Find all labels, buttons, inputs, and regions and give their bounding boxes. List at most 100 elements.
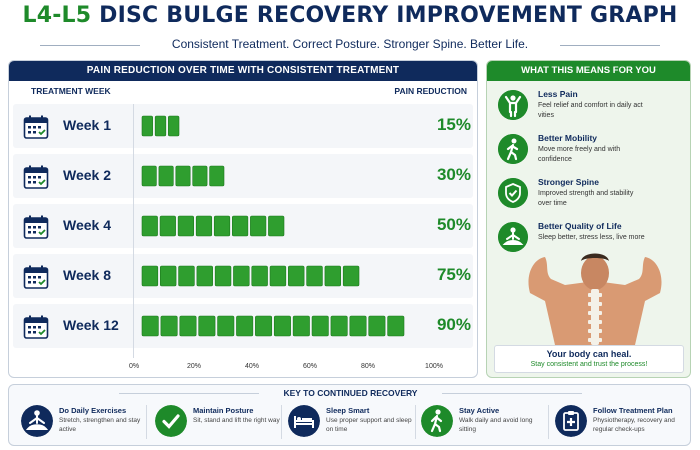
benefit-item-quality: Better Quality of Life Sleep better, str… bbox=[495, 218, 685, 262]
benefit-desc: Feel relief and comfort in daily act vit… bbox=[538, 102, 643, 119]
bar-segment bbox=[330, 315, 348, 337]
key-item-title: Maintain Posture bbox=[193, 406, 254, 415]
key-item-title: Follow Treatment Plan bbox=[593, 406, 673, 415]
chart-panel: PAIN REDUCTION OVER TIME WITH CONSISTENT… bbox=[8, 60, 478, 378]
calendar-icon bbox=[23, 115, 49, 139]
bar bbox=[141, 265, 360, 287]
heal-subtitle: Stay consistent and trust the process! bbox=[530, 361, 648, 368]
category-label: Week 2 bbox=[63, 167, 111, 183]
bar-segment bbox=[168, 115, 180, 137]
bar-segment bbox=[141, 215, 158, 237]
bar-segment bbox=[268, 215, 285, 237]
key-rule-right bbox=[442, 393, 582, 394]
category-label: Week 4 bbox=[63, 217, 111, 233]
x-tick-label: 80% bbox=[360, 363, 376, 370]
bar-segment bbox=[250, 215, 267, 237]
key-divider bbox=[146, 405, 147, 439]
data-label: 30% bbox=[436, 165, 471, 184]
walking-person-icon bbox=[498, 134, 528, 164]
bar-segment bbox=[306, 265, 323, 287]
x-tick-label: 0% bbox=[128, 363, 140, 370]
subtitle: Consistent Treatment. Correct Posture. S… bbox=[171, 37, 529, 51]
bar-segment bbox=[368, 315, 386, 337]
bar bbox=[141, 115, 180, 137]
category-label: Week 8 bbox=[63, 267, 111, 283]
benefit-item-less-pain: Less Pain Feel relief and comfort in dai… bbox=[495, 86, 685, 130]
data-label: 90% bbox=[436, 315, 471, 334]
bar-segment bbox=[232, 215, 249, 237]
bed-icon bbox=[288, 405, 320, 437]
flexing-back-figure bbox=[528, 253, 662, 345]
bar-segment bbox=[179, 315, 197, 337]
bar-segment bbox=[342, 265, 360, 287]
page-title: L4-L5 DISC BULGE RECOVERY IMPROVEMENT GR… bbox=[0, 3, 700, 28]
walking-person-icon bbox=[421, 405, 453, 437]
meditation-icon bbox=[498, 222, 528, 252]
bar-segment bbox=[141, 115, 153, 137]
key-item-posture: Maintain Posture Sit, stand and lift the… bbox=[149, 401, 280, 443]
data-label: 50% bbox=[436, 215, 471, 234]
bar bbox=[141, 165, 225, 187]
bar-segment bbox=[251, 265, 268, 287]
key-divider bbox=[281, 405, 282, 439]
calendar-icon bbox=[23, 315, 49, 339]
bar-segment bbox=[324, 265, 342, 287]
bar-segment bbox=[292, 315, 310, 337]
bar-segment bbox=[214, 265, 232, 287]
shield-check-icon bbox=[498, 178, 528, 208]
key-title: KEY TO CONTINUED RECOVERY bbox=[283, 388, 418, 398]
bar-segment bbox=[159, 215, 176, 237]
meditation-icon bbox=[21, 405, 53, 437]
bar-segment bbox=[209, 165, 225, 187]
benefit-desc: Sleep better, stress less, live more bbox=[538, 234, 645, 241]
x-tick-label: 20% bbox=[186, 363, 202, 370]
person-arms-up-icon bbox=[498, 90, 528, 120]
bar-segment bbox=[387, 315, 405, 337]
chart-row: Week 1 15% bbox=[13, 104, 473, 148]
bar-segment bbox=[177, 215, 194, 237]
y-axis-label: TREATMENT WEEK bbox=[31, 86, 111, 96]
benefits-title: WHAT THIS MEANS FOR YOU bbox=[487, 61, 690, 81]
calendar-icon bbox=[23, 215, 49, 239]
key-item-desc: Walk daily and avoid long sitting bbox=[459, 417, 533, 433]
bar-segment bbox=[311, 315, 329, 337]
bar-segment bbox=[273, 315, 291, 337]
bar-segment bbox=[217, 315, 235, 337]
bar-segment bbox=[213, 215, 231, 237]
bar-segment bbox=[198, 315, 216, 337]
category-label: Week 12 bbox=[63, 317, 119, 333]
benefit-desc: Improved strength and stability over tim… bbox=[538, 190, 634, 207]
benefit-title: Less Pain bbox=[538, 89, 578, 99]
bar-plot-area bbox=[141, 115, 405, 337]
benefit-item-mobility: Better Mobility Move more freely and wit… bbox=[495, 130, 685, 174]
title-highlight: L4-L5 bbox=[22, 3, 92, 28]
bar-segment bbox=[349, 315, 367, 337]
x-tick-label: 40% bbox=[244, 363, 260, 370]
heal-message-box: Your body can heal. Stay consistent and … bbox=[494, 345, 684, 373]
calendar-icon bbox=[23, 165, 49, 189]
x-tick-label: 100% bbox=[425, 363, 443, 370]
bar-segment bbox=[141, 265, 159, 287]
key-item-active: Stay Active Walk daily and avoid long si… bbox=[415, 401, 545, 443]
heal-title: Your body can heal. bbox=[546, 349, 632, 359]
chart-title: PAIN REDUCTION OVER TIME WITH CONSISTENT… bbox=[9, 61, 477, 81]
bar-segment bbox=[288, 265, 305, 287]
subtitle-rule-right bbox=[560, 45, 660, 46]
subtitle-rule-left bbox=[40, 45, 140, 46]
bar-segment bbox=[195, 215, 213, 237]
key-divider bbox=[548, 405, 549, 439]
benefit-item-spine: Stronger Spine Improved strength and sta… bbox=[495, 174, 685, 218]
category-label: Week 1 bbox=[63, 117, 111, 133]
key-item-desc: Stretch, strengthen and stay active bbox=[59, 417, 141, 433]
bar-segment bbox=[158, 165, 174, 187]
bar-segment bbox=[175, 165, 191, 187]
bar-segment bbox=[269, 265, 287, 287]
key-rule-left bbox=[119, 393, 259, 394]
bar-segment bbox=[160, 315, 178, 337]
bar-segment bbox=[196, 265, 213, 287]
bar-segment bbox=[159, 265, 177, 287]
key-item-treatment: Follow Treatment Plan Physiotherapy, rec… bbox=[549, 401, 679, 443]
bar-segment bbox=[255, 315, 273, 337]
benefits-panel: WHAT THIS MEANS FOR YOU Less Pain Feel r… bbox=[486, 60, 691, 378]
title-main: DISC BULGE RECOVERY IMPROVEMENT GRAPH bbox=[99, 3, 678, 28]
